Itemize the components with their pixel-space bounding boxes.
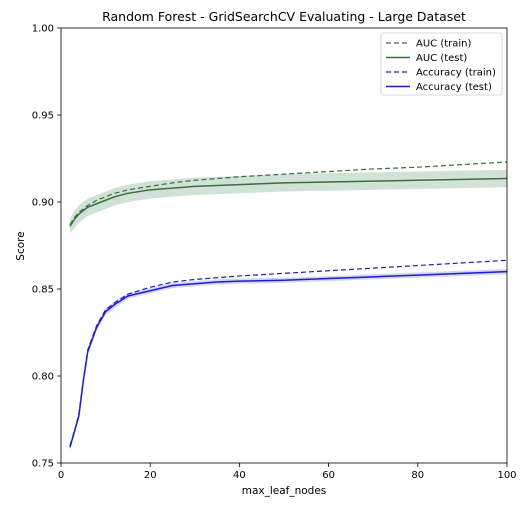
legend-label-accuracy-train: Accuracy (train)	[416, 68, 496, 79]
y-tick-label: 1.00	[32, 24, 54, 35]
y-axis: 0.75 0.80 0.85 0.90 0.95 1.00	[32, 24, 61, 470]
y-tick-label: 0.75	[32, 459, 54, 470]
plot-frame	[60, 27, 508, 464]
x-tick-label: 100	[497, 470, 516, 481]
legend-box	[380, 32, 503, 96]
series-lines	[69, 161, 508, 448]
x-tick-label: 80	[411, 470, 424, 481]
y-tick-label: 0.90	[32, 198, 54, 209]
x-tick-label: 40	[233, 470, 246, 481]
series-line-accuracy-test	[69, 270, 508, 448]
y-tick-label: 0.95	[32, 111, 54, 122]
band-auc-test	[69, 169, 508, 234]
legend-label-auc-test: AUC (test)	[416, 53, 467, 64]
x-axis-label: max_leaf_nodes	[242, 485, 327, 497]
x-axis: 0 20 40 60 80 100	[58, 463, 517, 481]
confidence-bands	[69, 169, 508, 451]
chart-title: Random Forest - GridSearchCV Evaluating …	[102, 9, 466, 24]
series-line-auc-train	[69, 161, 508, 225]
x-tick-label: 60	[322, 470, 335, 481]
legend: AUC (train) AUC (test) Accuracy (train) Acc…	[380, 32, 503, 96]
x-tick-label: 20	[144, 470, 157, 481]
series-line-auc-test	[69, 177, 508, 227]
y-axis-label: Score	[15, 231, 27, 260]
y-tick-label: 0.85	[32, 285, 54, 296]
legend-label-auc-train: AUC (train)	[416, 39, 471, 50]
y-tick-label: 0.80	[32, 372, 54, 383]
x-tick-label: 0	[58, 470, 64, 481]
legend-label-accuracy-test: Accuracy (test)	[416, 82, 492, 93]
